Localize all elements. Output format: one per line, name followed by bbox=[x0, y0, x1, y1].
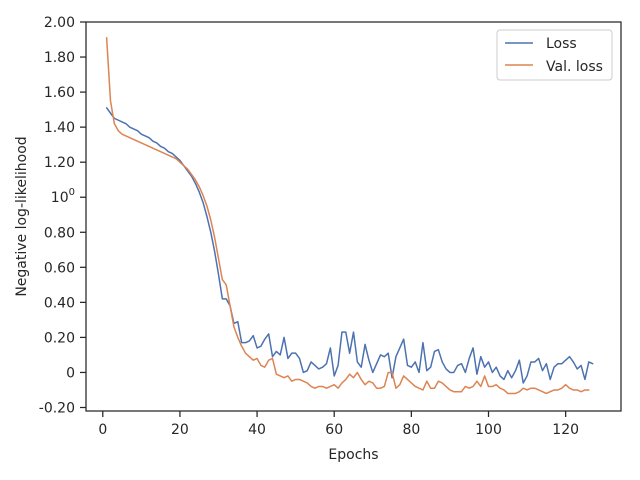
y-axis-label: Negative log-likelihood bbox=[14, 136, 30, 296]
legend: Loss Val. loss bbox=[496, 29, 613, 81]
x-tick-label: 80 bbox=[402, 422, 420, 438]
series-line-loss bbox=[105, 107, 594, 384]
y-tick-label: 0.60 bbox=[44, 260, 75, 276]
x-tick-label: 40 bbox=[248, 422, 266, 438]
y-tick-label: 100 bbox=[51, 187, 75, 206]
y-tick-label: 1.40 bbox=[44, 120, 75, 136]
x-tick-label: 120 bbox=[552, 422, 579, 438]
y-tick-label: 1.20 bbox=[44, 155, 75, 171]
y-tick-label: 1.80 bbox=[44, 50, 75, 66]
x-axis-label: Epochs bbox=[328, 447, 378, 463]
y-tick-label: 2.00 bbox=[44, 15, 75, 31]
y-tick-label: 0 bbox=[66, 365, 75, 381]
legend-label-val-loss: Val. loss bbox=[546, 59, 603, 75]
x-tick-label: 100 bbox=[475, 422, 502, 438]
y-axis: 2.001.801.601.401.201000.800.600.400.200… bbox=[39, 15, 86, 416]
y-tick-label: -0.20 bbox=[39, 400, 75, 416]
series-line-val-loss bbox=[105, 37, 590, 395]
y-tick-label-base: 10 bbox=[51, 190, 69, 206]
y-tick-label: 0.80 bbox=[44, 225, 75, 241]
y-tick-label: 0.40 bbox=[44, 295, 75, 311]
x-tick-label: 20 bbox=[171, 422, 189, 438]
plot-frame bbox=[85, 21, 622, 412]
legend-label-loss: Loss bbox=[546, 36, 577, 52]
plot-area bbox=[105, 37, 594, 395]
x-axis: 0 20 40 60 80 100 120 bbox=[98, 411, 579, 438]
x-tick-label: 60 bbox=[325, 422, 343, 438]
y-tick-label-exponent: 0 bbox=[69, 187, 75, 198]
x-tick-label: 0 bbox=[98, 422, 107, 438]
y-tick-label: 1.60 bbox=[44, 85, 75, 101]
y-tick-label: 0.20 bbox=[44, 330, 75, 346]
